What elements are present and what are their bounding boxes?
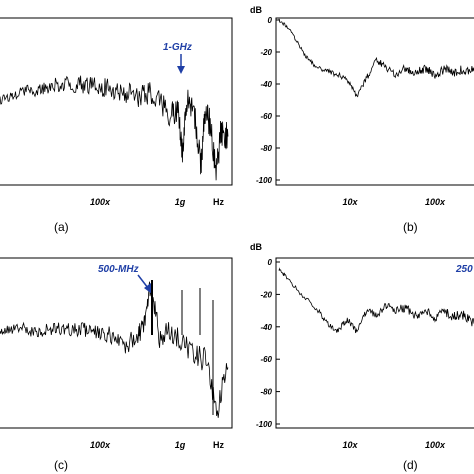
panel-d-ytick: -80 bbox=[260, 388, 272, 397]
panel-c-xtick-1g: 1g bbox=[175, 440, 186, 450]
panel-b-ytick: -80 bbox=[260, 144, 272, 153]
panel-a-x-unit: Hz bbox=[213, 197, 224, 207]
panel-d-caption: (d) bbox=[403, 458, 418, 472]
panel-b-ytick: -40 bbox=[260, 80, 272, 89]
panel-d-ytick: -40 bbox=[260, 323, 272, 332]
panel-b-xtick-10x: 10x bbox=[342, 197, 358, 207]
panel-c-annotation-arrow-shaft bbox=[137, 274, 149, 289]
panel-a-xtick-1g: 1g bbox=[175, 197, 186, 207]
panel-d-ytick: -20 bbox=[260, 290, 272, 299]
panel-b: dB 0 -20 -40 -60 -80 -100 10x 100x (b) bbox=[250, 5, 474, 234]
panel-a-frame bbox=[0, 17, 233, 186]
panel-d-ytick: 0 bbox=[268, 258, 273, 267]
panel-c-xtick-100x: 100x bbox=[90, 440, 111, 450]
panel-d-xtick-100x: 100x bbox=[425, 440, 446, 450]
panel-d-ytick: -100 bbox=[256, 420, 273, 429]
panel-c: 100x 1g Hz 500-MHz (c) bbox=[0, 257, 233, 472]
panel-c-caption: (c) bbox=[54, 458, 68, 472]
panel-d-xtick-10x: 10x bbox=[342, 440, 358, 450]
panel-d-y-unit: dB bbox=[250, 242, 262, 252]
panel-c-series-line bbox=[0, 281, 229, 418]
panel-a-xtick-100x: 100x bbox=[90, 197, 111, 207]
panel-a-caption: (a) bbox=[54, 220, 69, 234]
panel-a: 100x 1g Hz 1-GHz (a) bbox=[0, 17, 233, 234]
panel-d: dB 0 -20 -40 -60 -80 -100 10x 100x 250 (d) bbox=[250, 242, 474, 472]
panel-b-caption: (b) bbox=[403, 220, 418, 234]
panel-d-series-line bbox=[278, 267, 474, 334]
panel-b-xtick-100x: 100x bbox=[425, 197, 446, 207]
panel-b-ytick: -100 bbox=[256, 176, 273, 185]
panel-d-annotation: 250 bbox=[455, 264, 473, 275]
panel-b-y-unit: dB bbox=[250, 5, 262, 15]
panel-d-frame bbox=[275, 257, 474, 429]
panel-a-annotation: 1-GHz bbox=[163, 42, 192, 53]
panel-c-annotation: 500-MHz bbox=[98, 264, 139, 275]
panel-a-series-line bbox=[0, 75, 229, 181]
panel-b-frame bbox=[275, 17, 474, 186]
panel-b-ytick: -20 bbox=[260, 48, 272, 57]
panel-c-frame bbox=[0, 257, 233, 429]
panel-a-annotation-arrowhead bbox=[177, 66, 185, 74]
panel-d-ytick: -60 bbox=[260, 355, 272, 364]
panel-d-y-ticks: 0 -20 -40 -60 -80 -100 bbox=[256, 258, 280, 429]
panel-b-series-line bbox=[278, 18, 474, 98]
panel-b-ytick: 0 bbox=[268, 16, 273, 25]
panel-b-ytick: -60 bbox=[260, 112, 272, 121]
panel-c-x-unit: Hz bbox=[213, 440, 224, 450]
panel-c-annotation-arrowhead bbox=[144, 283, 152, 294]
